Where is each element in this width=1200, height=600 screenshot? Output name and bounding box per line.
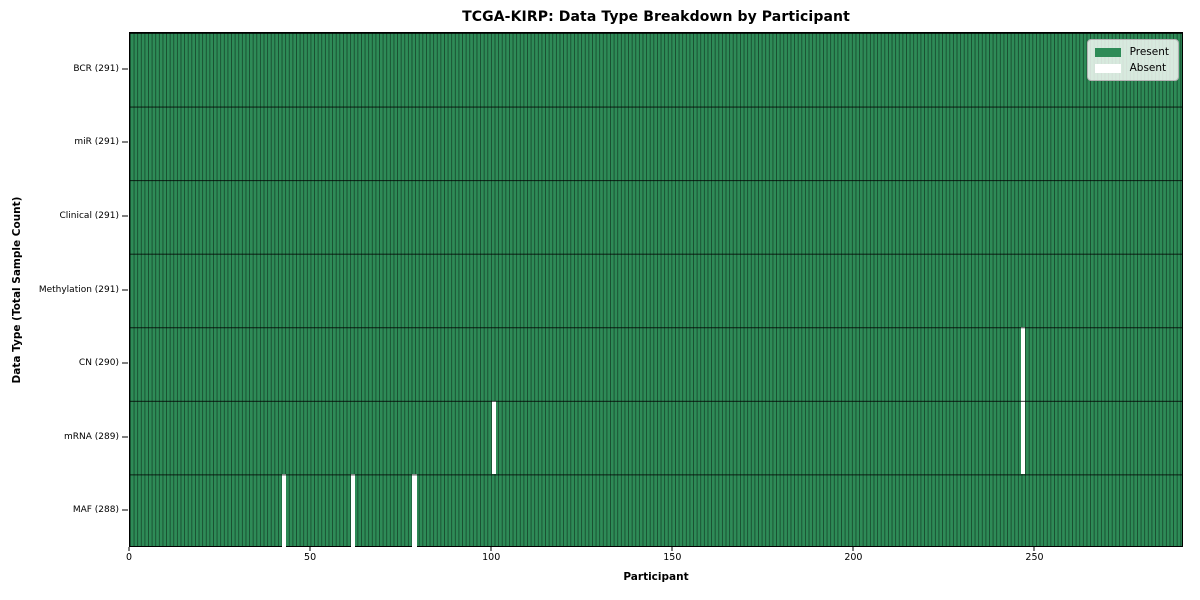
absent-gap-mrna-100 bbox=[491, 400, 497, 475]
y-tick-mark bbox=[122, 289, 128, 290]
legend-swatch-present bbox=[1094, 47, 1121, 57]
x-tick-label-50: 50 bbox=[304, 552, 317, 563]
legend-item-present: Present bbox=[1094, 46, 1169, 58]
absent-gap-maf-42 bbox=[281, 474, 287, 548]
x-tick-label-200: 200 bbox=[844, 552, 863, 563]
y-tick-label-maf: MAF (288) bbox=[72, 505, 119, 516]
y-tick-label-cn: CN (290) bbox=[78, 358, 119, 369]
y-tick-mark bbox=[122, 68, 128, 70]
x-tick-mark bbox=[852, 547, 854, 551]
x-tick-mark bbox=[1033, 547, 1035, 551]
absent-gap-maf-61 bbox=[350, 474, 355, 548]
legend-swatch-absent bbox=[1094, 63, 1121, 73]
y-tick-label-mrna: mRNA (289) bbox=[64, 431, 119, 442]
legend: Present Absent bbox=[1086, 39, 1179, 81]
x-tick-mark bbox=[128, 547, 130, 551]
x-tick-label-150: 150 bbox=[663, 552, 682, 563]
legend-item-absent: Absent bbox=[1094, 62, 1169, 74]
y-tick-label-bcr: BCR (291) bbox=[73, 63, 119, 74]
x-tick-mark bbox=[309, 547, 311, 551]
y-tick-label-mir: miR (291) bbox=[74, 137, 119, 148]
y-tick-mark bbox=[122, 141, 128, 143]
x-tick-label-100: 100 bbox=[482, 552, 501, 563]
absent-gap-maf-78 bbox=[412, 474, 417, 548]
x-tick-label-250: 250 bbox=[1025, 552, 1044, 563]
x-tick-mark bbox=[490, 547, 492, 551]
x-tick-label-0: 0 bbox=[125, 552, 133, 563]
y-tick-mark bbox=[122, 509, 128, 511]
absent-gap-cn-246 bbox=[1020, 327, 1026, 401]
chart-title: TCGA-KIRP: Data Type Breakdown by Partic… bbox=[462, 9, 850, 25]
y-tick-label-methylation: Methylation (291) bbox=[38, 284, 119, 295]
y-tick-mark bbox=[122, 362, 128, 364]
y-tick-mark bbox=[122, 215, 128, 217]
plot-area: Present Absent bbox=[129, 32, 1183, 548]
legend-label: Absent bbox=[1129, 62, 1167, 74]
legend-label: Present bbox=[1129, 46, 1169, 58]
x-tick-mark bbox=[671, 547, 673, 551]
y-tick-label-clinical: Clinical (291) bbox=[59, 210, 119, 221]
absent-gap-mrna-246 bbox=[1020, 400, 1026, 475]
x-axis-label: Participant bbox=[623, 571, 689, 583]
y-tick-mark bbox=[122, 436, 128, 438]
